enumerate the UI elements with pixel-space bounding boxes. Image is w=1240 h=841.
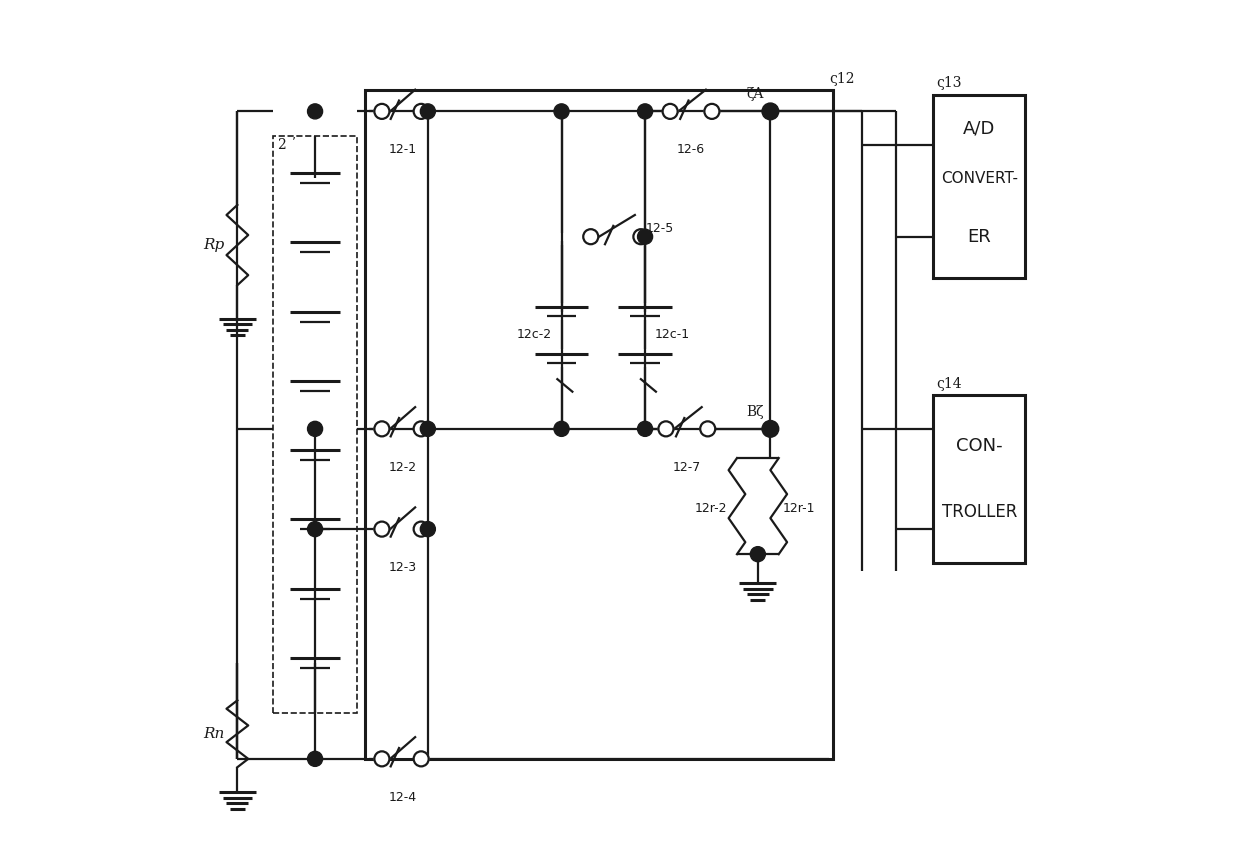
Circle shape xyxy=(374,104,389,119)
Text: 12-7: 12-7 xyxy=(673,461,701,473)
Circle shape xyxy=(308,104,322,119)
Text: Bζ: Bζ xyxy=(746,405,764,419)
Circle shape xyxy=(414,751,429,766)
Circle shape xyxy=(763,421,777,436)
Circle shape xyxy=(420,421,435,436)
Text: 12-3: 12-3 xyxy=(389,561,418,574)
Text: 12r-2: 12r-2 xyxy=(694,502,727,515)
Text: ER: ER xyxy=(967,228,991,246)
Text: 12-2: 12-2 xyxy=(389,461,418,473)
Circle shape xyxy=(554,104,569,119)
Bar xyxy=(934,395,1025,563)
Circle shape xyxy=(704,104,719,119)
Circle shape xyxy=(763,420,779,437)
Bar xyxy=(273,136,357,713)
Text: 12-4: 12-4 xyxy=(389,791,418,804)
Text: ζA: ζA xyxy=(746,87,764,102)
Text: CON-: CON- xyxy=(956,436,1003,455)
Circle shape xyxy=(634,230,649,244)
Circle shape xyxy=(308,521,322,537)
Text: 12-5: 12-5 xyxy=(646,222,675,235)
Circle shape xyxy=(308,751,322,766)
Circle shape xyxy=(701,421,715,436)
Circle shape xyxy=(414,421,429,436)
Circle shape xyxy=(414,521,429,537)
Text: 12c-1: 12c-1 xyxy=(655,328,691,341)
Text: ς13: ς13 xyxy=(936,77,962,91)
Circle shape xyxy=(414,104,429,119)
Circle shape xyxy=(374,751,389,766)
Text: CONVERT-: CONVERT- xyxy=(941,171,1018,186)
Text: A/D: A/D xyxy=(963,119,996,137)
Text: 2: 2 xyxy=(277,138,285,152)
Circle shape xyxy=(308,421,322,436)
Text: ς14: ς14 xyxy=(936,378,962,391)
Circle shape xyxy=(763,104,777,119)
Circle shape xyxy=(554,421,569,436)
Text: 12c-2: 12c-2 xyxy=(516,328,552,341)
Circle shape xyxy=(420,104,435,119)
Circle shape xyxy=(637,421,652,436)
Circle shape xyxy=(637,230,652,244)
Text: Rn: Rn xyxy=(203,727,224,741)
Circle shape xyxy=(420,521,435,537)
Circle shape xyxy=(763,103,779,119)
Text: 12-1: 12-1 xyxy=(389,143,418,156)
Text: Rp: Rp xyxy=(203,238,224,252)
Text: ’: ’ xyxy=(291,135,295,148)
Text: ς12: ς12 xyxy=(828,72,854,87)
Text: 12-6: 12-6 xyxy=(677,143,706,156)
Circle shape xyxy=(374,521,389,537)
Circle shape xyxy=(637,104,652,119)
Text: 12r-1: 12r-1 xyxy=(782,502,816,515)
Circle shape xyxy=(374,421,389,436)
Circle shape xyxy=(583,230,598,244)
Text: TROLLER: TROLLER xyxy=(941,504,1017,521)
Circle shape xyxy=(750,547,765,562)
Bar xyxy=(366,91,833,759)
Bar xyxy=(934,95,1025,278)
Circle shape xyxy=(658,421,673,436)
Circle shape xyxy=(662,104,677,119)
